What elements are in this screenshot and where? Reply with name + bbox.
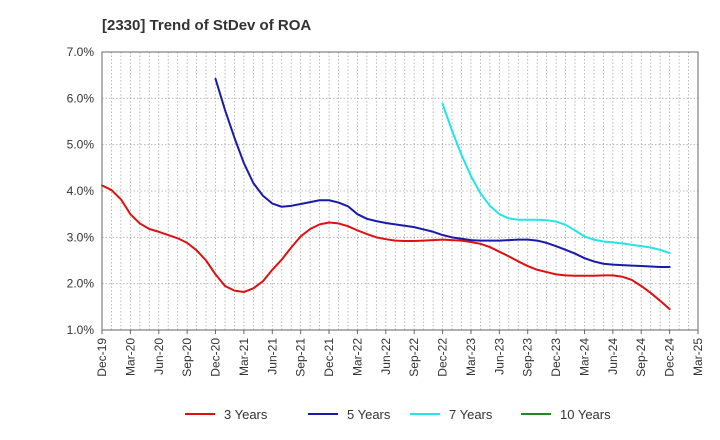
series-line-3-years <box>101 184 671 311</box>
x-tick-label: Mar-23 <box>464 338 478 376</box>
x-tick-label: Jun-23 <box>492 338 506 375</box>
y-tick-label: 4.0% <box>67 184 95 198</box>
y-tick-label: 5.0% <box>67 138 95 152</box>
x-tick-label: Sep-20 <box>180 338 194 377</box>
y-tick-label: 2.0% <box>67 277 95 291</box>
x-tick-label: Mar-20 <box>123 338 137 376</box>
x-tick-label: Mar-22 <box>350 338 364 376</box>
x-tick-label: Sep-23 <box>521 338 535 377</box>
x-tick-label: Dec-20 <box>209 338 223 377</box>
x-tick-label: Dec-24 <box>663 338 677 377</box>
x-tick-label: Sep-24 <box>634 338 648 377</box>
x-tick-label: Dec-21 <box>322 338 336 377</box>
x-tick-label: Jun-20 <box>152 338 166 375</box>
series-lines <box>101 77 671 311</box>
chart-title: [2330] Trend of StDev of ROA <box>102 17 311 34</box>
x-tick-label: Dec-22 <box>436 338 450 377</box>
legend-label: 7 Years <box>449 407 493 422</box>
x-tick-label: Jun-21 <box>265 338 279 375</box>
x-tick-label: Sep-21 <box>294 338 308 377</box>
x-tick-label: Dec-19 <box>95 338 109 377</box>
y-tick-label: 1.0% <box>67 323 95 337</box>
x-axis: Dec-19 Mar-20 Jun-20 Sep-20 Dec-20 Mar-21 Jun-… <box>95 330 705 377</box>
x-tick-label: Dec-23 <box>549 338 563 377</box>
plot-frame <box>101 51 699 331</box>
legend-label: 10 Years <box>560 407 611 422</box>
x-tick-label: Mar-24 <box>577 338 591 376</box>
series-line-5-years <box>214 77 671 268</box>
y-tick-label: 7.0% <box>67 45 95 59</box>
x-tick-label: Sep-22 <box>407 338 421 377</box>
x-tick-label: Jun-22 <box>379 338 393 375</box>
grid <box>101 51 699 331</box>
y-tick-label: 3.0% <box>67 230 95 244</box>
series-line-7-years <box>441 102 671 255</box>
legend: 3 Years 5 Years 7 Years 10 Years <box>185 407 611 422</box>
legend-label: 5 Years <box>347 407 391 422</box>
x-tick-label: Jun-24 <box>606 338 620 375</box>
legend-label: 3 Years <box>224 407 268 422</box>
y-tick-label: 6.0% <box>67 91 95 105</box>
x-tick-label: Mar-21 <box>237 338 251 376</box>
x-tick-label: Mar-25 <box>691 338 705 376</box>
plot-border <box>101 51 699 331</box>
y-axis: 1.0% 2.0% 3.0% 4.0% 5.0% 6.0% 7.0% <box>67 45 95 337</box>
